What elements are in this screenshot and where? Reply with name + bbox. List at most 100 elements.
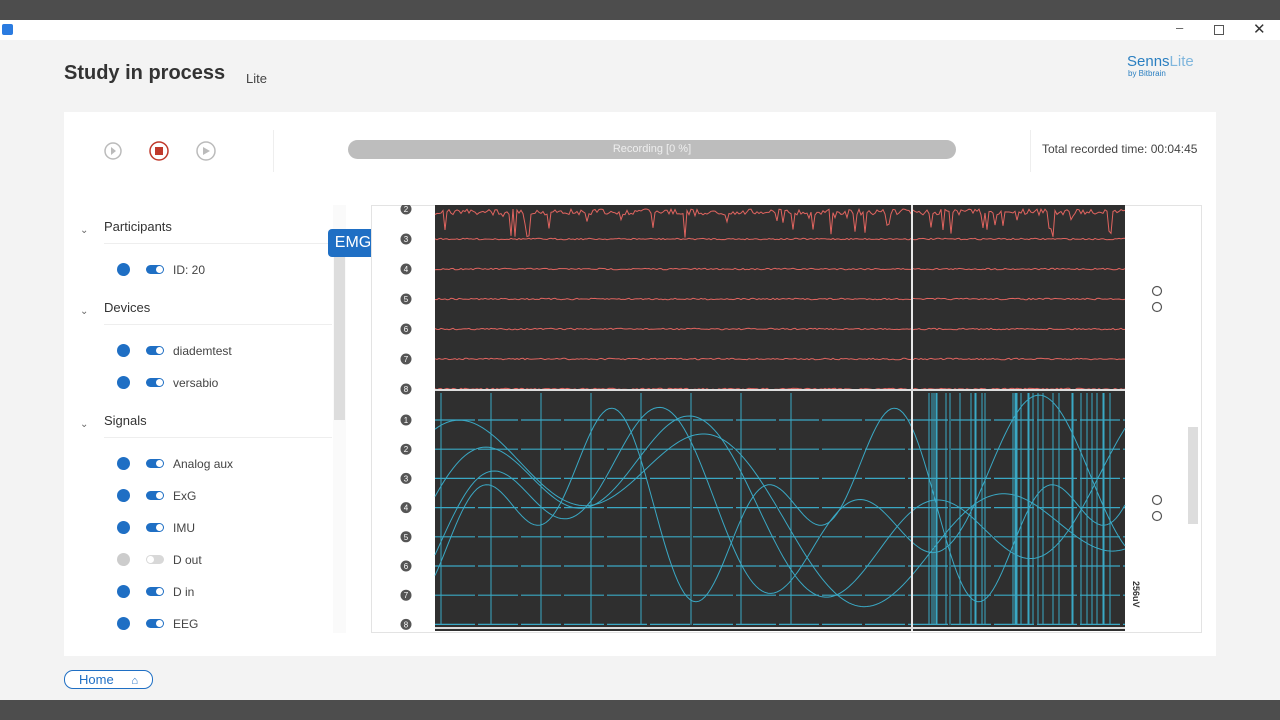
- plot-scroll-thumb[interactable]: [1188, 427, 1198, 524]
- item-label: versabio: [173, 376, 219, 390]
- item-label: IMU: [173, 521, 195, 535]
- item-label: ID: 20: [173, 263, 206, 277]
- toggle[interactable]: [146, 378, 164, 387]
- channel-marker: [400, 383, 412, 395]
- item-icon: [117, 376, 130, 389]
- channel-label: 6: [404, 325, 409, 334]
- emg-trace: [434, 237, 1126, 241]
- channel-label: 5: [404, 533, 409, 542]
- channel-label: 6: [404, 562, 409, 571]
- channel-label: 3: [404, 474, 409, 483]
- channel-label: 8: [404, 385, 409, 394]
- divider: [104, 324, 332, 325]
- item-label: ExG: [173, 489, 197, 503]
- home-button[interactable]: Home ⌂: [64, 670, 153, 689]
- scroll-thumb[interactable]: [334, 235, 345, 420]
- item-label: Analog aux: [173, 457, 234, 471]
- window-bar: – ✕: [0, 20, 1280, 40]
- brand-byline: by Bitbrain: [1128, 69, 1166, 78]
- channel-marker: [400, 589, 412, 601]
- emg-trace: [434, 297, 1126, 301]
- playback-controls: [104, 141, 216, 161]
- item-icon: [117, 457, 130, 470]
- channel-label: 2: [404, 205, 409, 214]
- toggle[interactable]: [146, 346, 164, 355]
- scale-label: 256uV: [1131, 581, 1141, 608]
- total-time-value: 00:04:45: [1150, 142, 1198, 156]
- brand-name: Senns: [1127, 53, 1170, 70]
- divider: [1030, 130, 1031, 172]
- zoom-out-button[interactable]: [1151, 510, 1163, 522]
- edition-label: Lite: [246, 71, 267, 86]
- sidebar-scrollbar[interactable]: [333, 205, 346, 633]
- signal-badge: EMG: [328, 229, 378, 257]
- divider: [104, 243, 332, 244]
- zoom-in-button[interactable]: [1151, 285, 1163, 297]
- total-time: Total recorded time: 00:04:45: [1042, 142, 1197, 156]
- signal-plot: 256uV 2 3 4 5 6 7 8 1 2 3 4 5 6 7 8: [371, 205, 1202, 633]
- channel-label: 7: [404, 355, 409, 364]
- app-icon: [2, 24, 13, 35]
- toggle[interactable]: [146, 459, 164, 468]
- rewind-button[interactable]: [104, 142, 122, 160]
- channel-label: 2: [404, 445, 409, 454]
- page-title: Study in process: [64, 62, 226, 84]
- item-icon: [117, 344, 130, 357]
- emg-trace: [434, 357, 1126, 361]
- brand-logo: SennsLite: [1127, 53, 1194, 70]
- channel-marker: [400, 560, 412, 572]
- sidebar: ⌄ Participants ID: 20 ⌄ Devices diademtest ver…: [64, 205, 346, 635]
- item-icon: [117, 263, 130, 276]
- item-icon: [117, 489, 130, 502]
- channel-label: 4: [404, 265, 409, 274]
- minimize-button[interactable]: –: [1176, 20, 1184, 35]
- item-label: D out: [173, 553, 202, 567]
- exg-trace: [434, 394, 1126, 594]
- channel-marker: [400, 414, 412, 426]
- zoom-in-button[interactable]: [1151, 494, 1163, 506]
- channel-marker: [400, 531, 412, 543]
- channel-label: 3: [404, 235, 409, 244]
- channel-marker: [400, 443, 412, 455]
- item-icon: [117, 585, 130, 598]
- total-time-label: Total recorded time:: [1042, 142, 1148, 156]
- stop-button[interactable]: [149, 141, 169, 161]
- item-icon: [117, 617, 130, 630]
- channel-label: 1: [404, 416, 409, 425]
- chevron: ⌄: [80, 306, 89, 317]
- taskbar: [0, 700, 1280, 720]
- channel-label: 8: [404, 620, 409, 629]
- channel-label: 5: [404, 295, 409, 304]
- play-icon: [203, 147, 210, 155]
- section-title: Devices: [104, 300, 151, 315]
- exg-trace: [434, 415, 1126, 598]
- toggle[interactable]: [146, 491, 164, 500]
- brand-suffix: Lite: [1169, 53, 1194, 70]
- toggle[interactable]: [146, 265, 164, 274]
- play-button[interactable]: [196, 141, 216, 161]
- channel-marker: [400, 618, 412, 630]
- emg-trace: [434, 327, 1126, 331]
- item-label: EEG: [173, 617, 199, 631]
- item-label: D in: [173, 585, 195, 599]
- channel-marker: [400, 233, 412, 245]
- section-title: Participants: [104, 219, 172, 234]
- rewind-icon: [111, 147, 116, 155]
- channel-marker: [400, 263, 412, 275]
- toggle[interactable]: [146, 587, 164, 596]
- channel-marker: [400, 472, 412, 484]
- channel-label: 4: [404, 504, 409, 513]
- zoom-out-button[interactable]: [1151, 301, 1163, 313]
- channel-marker: [400, 323, 412, 335]
- chevron: ⌄: [80, 225, 89, 236]
- stop-icon: [155, 147, 163, 155]
- toggle[interactable]: [146, 555, 164, 564]
- toggle[interactable]: [146, 523, 164, 532]
- maximize-button[interactable]: [1214, 25, 1224, 35]
- exg-trace: [434, 407, 1126, 603]
- toggle[interactable]: [146, 619, 164, 628]
- emg-trace: [434, 267, 1126, 271]
- item-icon: [117, 521, 130, 534]
- close-button[interactable]: ✕: [1253, 21, 1266, 38]
- progress-bar: Recording [0 %]: [348, 140, 956, 159]
